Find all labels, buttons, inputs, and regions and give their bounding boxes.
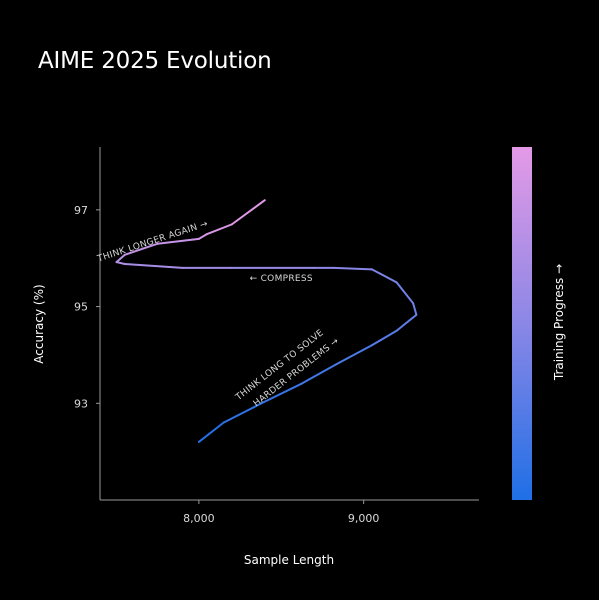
x-tick-label: 9,000: [348, 512, 380, 525]
colorbar-gradient: [512, 147, 532, 500]
axes: [99, 147, 479, 501]
annotation-label: ← COMPRESS: [250, 274, 313, 284]
series-segment: [300, 363, 337, 385]
series-segment: [370, 329, 398, 347]
series-segment: [332, 266, 373, 271]
colorbar: [512, 147, 532, 500]
colorbar-label: Training Progress →: [552, 264, 566, 381]
y-axis-label: Accuracy (%): [32, 284, 46, 363]
series-segment: [123, 263, 184, 269]
annotation-label: THINK LONGER AGAIN →: [95, 219, 209, 265]
y-tick-label: 95: [74, 301, 88, 314]
series-segment: [260, 382, 303, 405]
series-segment: [230, 199, 266, 226]
series-segment: [334, 344, 373, 366]
series-segment: [115, 261, 126, 266]
series-segment: [395, 281, 415, 305]
x-axis-label: Sample Length: [244, 553, 334, 567]
series-segment: [395, 313, 418, 332]
series-segment: [206, 223, 233, 236]
chart-title: AIME 2025 Evolution: [38, 48, 272, 74]
series-segment: [156, 237, 200, 245]
x-tick-label: 8,000: [183, 512, 215, 525]
series-segment: [197, 421, 225, 443]
series-segment: [115, 253, 126, 264]
y-tick-label: 93: [74, 397, 88, 410]
series-segment: [123, 242, 159, 256]
data-series-line: [115, 199, 418, 443]
series-segment: [197, 233, 209, 240]
series-segment: [412, 302, 418, 316]
series-segment: [370, 268, 398, 284]
ticks: 8,000 9,000 93 95 97: [74, 204, 379, 525]
series-segment: [222, 402, 263, 424]
y-tick-label: 97: [74, 204, 88, 217]
